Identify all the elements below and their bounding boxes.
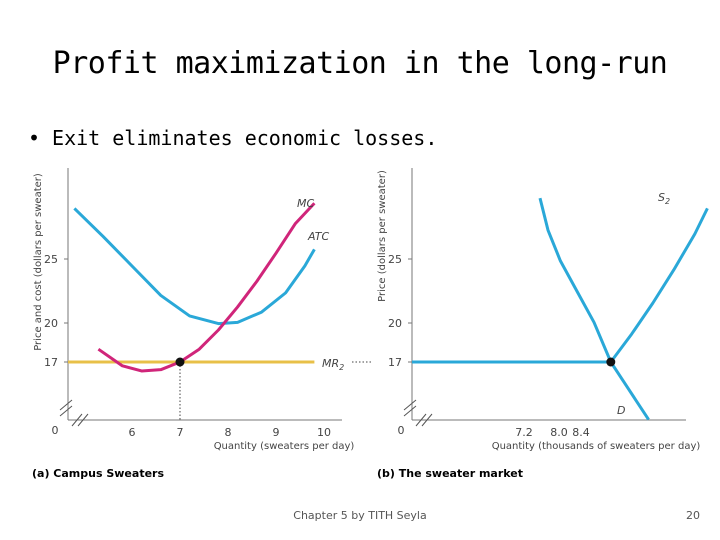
panel-a-ytick-label: 25 <box>44 253 58 266</box>
panel-b-y-break-icon <box>403 399 417 417</box>
panel-a-y-axis-title: Price and cost (dollars per sweater) <box>33 173 44 351</box>
panel-a-ytick-label: 17 <box>44 356 58 369</box>
s2-label-main: S <box>658 191 665 204</box>
panel-b-ytick-label: 25 <box>388 253 402 266</box>
panel-b-xtick-label: 7.2 <box>515 426 533 439</box>
panel-b-background <box>372 168 698 468</box>
market-equilibrium-point <box>606 357 616 367</box>
panel-a-xtick-label: 8 <box>225 426 232 439</box>
bullet-text: Exit eliminates economic losses. <box>52 126 438 150</box>
panel-a-xtick-label: 6 <box>129 426 136 439</box>
page-number: 20 <box>686 509 700 522</box>
panel-a-xtick-label: 7 <box>177 426 184 439</box>
bullet-item: • Exit eliminates economic losses. <box>28 126 437 150</box>
panel-b-xtick-label: 0 <box>398 424 405 437</box>
demand-curve <box>538 197 650 421</box>
demand-label: D <box>617 404 625 417</box>
panel-b-x-break-icon <box>415 413 433 427</box>
mr2-label: MR2 <box>322 357 344 372</box>
panel-b-xtick-label: 8.4 <box>572 426 590 439</box>
mc-label: MC <box>297 197 314 210</box>
profit-max-point <box>175 357 185 367</box>
panel-a-x-axis-title: Quantity (sweaters per day) <box>214 441 355 452</box>
s2-label: S2 <box>658 191 670 206</box>
panel-b-x-axis-title: Quantity (thousands of sweaters per day) <box>492 441 701 452</box>
panel-a-xtick-label: 10 <box>317 426 331 439</box>
mr2-label-main: MR <box>322 357 339 370</box>
mc-curve <box>97 202 316 373</box>
panel-a-xtick-label: 0 <box>52 424 59 437</box>
panel-campus-sweaters: 25 20 17 0 6 7 8 9 10 Price and cost (do… <box>32 168 354 480</box>
atc-label: ATC <box>307 230 329 243</box>
s2-label-sub: 2 <box>665 197 670 206</box>
footer-credit: Chapter 5 by TITH Seyla <box>293 509 427 522</box>
panel-a-x-break-icon <box>71 413 89 427</box>
panel-b-xtick-label: 8.0 <box>550 426 568 439</box>
panel-b-y-axis-title: Price (dollars per sweater) <box>377 170 388 302</box>
bullet-dot-icon: • <box>28 126 41 150</box>
panel-sweater-market: 25 20 17 0 7.2 8.0 8.4 Price (dollars pe… <box>372 168 709 480</box>
atc-curve <box>73 207 316 326</box>
panel-b-caption: (b) The sweater market <box>377 467 523 480</box>
panel-a-y-break-icon <box>59 399 73 417</box>
slide-title: Profit maximization in the long-run <box>52 46 668 81</box>
mr2-label-sub: 2 <box>339 363 344 372</box>
panel-a-caption: (a) Campus Sweaters <box>32 467 164 480</box>
panel-a-ytick-label: 20 <box>44 317 58 330</box>
supply-s2-curve <box>609 207 709 363</box>
panel-a-xtick-label: 9 <box>273 426 280 439</box>
panel-b-ytick-label: 20 <box>388 317 402 330</box>
panel-b-ytick-label: 17 <box>388 356 402 369</box>
